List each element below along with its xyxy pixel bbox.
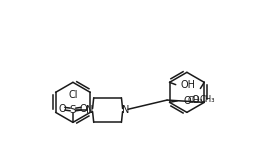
Text: OH: OH [180,80,195,90]
Text: Cl: Cl [68,90,78,100]
Text: O: O [80,104,87,114]
Text: O: O [58,104,66,114]
Text: N: N [122,105,129,115]
Text: O: O [183,96,191,106]
Text: O: O [191,95,199,105]
Text: CH₃: CH₃ [200,95,215,104]
Text: N: N [86,105,94,115]
Text: S: S [70,105,76,115]
Text: CH₃: CH₃ [188,96,203,105]
